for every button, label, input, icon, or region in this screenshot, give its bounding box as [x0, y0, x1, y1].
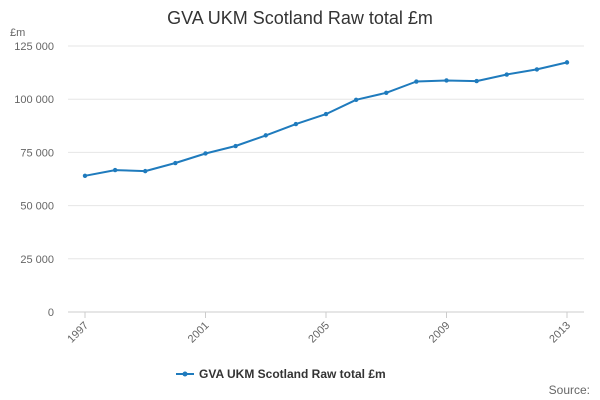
- x-axis: 1997 2001 2005 2009 2013: [65, 311, 584, 346]
- data-point[interactable]: [323, 111, 329, 117]
- y-tick-label: 25 000: [20, 254, 54, 266]
- data-point[interactable]: [353, 97, 359, 103]
- x-tick-label: 2009: [427, 320, 453, 346]
- y-tick-label: 50 000: [20, 201, 54, 213]
- data-point[interactable]: [414, 79, 419, 84]
- legend[interactable]: GVA UKM Scotland Raw total £m: [176, 367, 386, 381]
- gridlines: [68, 45, 584, 260]
- data-point[interactable]: [504, 72, 509, 77]
- legend-series-label: GVA UKM Scotland Raw total £m: [199, 367, 386, 381]
- chart-title: GVA UKM Scotland Raw total £m: [167, 8, 433, 28]
- source-label: Source:: [549, 383, 590, 397]
- y-tick-label: 75 000: [20, 147, 54, 159]
- series-line: [84, 61, 568, 177]
- data-point[interactable]: [143, 168, 148, 174]
- y-tick-label: 100 000: [14, 94, 54, 106]
- y-tick-label: 0: [48, 307, 54, 319]
- data-point[interactable]: [444, 78, 449, 83]
- data-point[interactable]: [564, 60, 570, 65]
- y-tick-label: 125 000: [14, 41, 54, 53]
- legend-series-marker: [182, 371, 188, 377]
- x-tick-label: 1997: [65, 320, 91, 346]
- x-tick-label: 2005: [306, 320, 332, 346]
- series-layer: [82, 60, 570, 179]
- data-point[interactable]: [203, 151, 208, 156]
- data-point[interactable]: [173, 160, 178, 166]
- y-axis-unit-label: £m: [10, 27, 25, 39]
- data-point[interactable]: [82, 173, 88, 179]
- x-tick-label: 2001: [186, 320, 212, 346]
- data-point[interactable]: [534, 67, 540, 72]
- data-point[interactable]: [384, 90, 389, 96]
- y-axis-tick-labels: 0 25 000 50 000 75 000 100 000 125 000: [14, 41, 54, 319]
- data-point[interactable]: [263, 133, 268, 138]
- data-point[interactable]: [293, 121, 299, 127]
- x-tick-label: 2013: [547, 320, 573, 346]
- data-point[interactable]: [233, 143, 238, 149]
- data-point[interactable]: [112, 167, 118, 173]
- data-point[interactable]: [474, 78, 479, 84]
